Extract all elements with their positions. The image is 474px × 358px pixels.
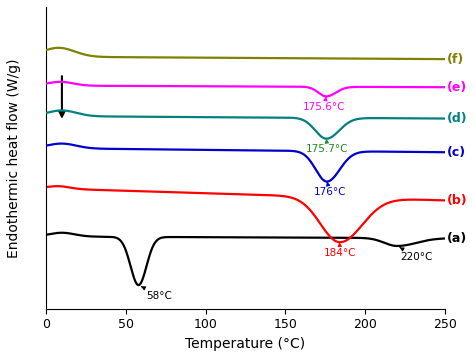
Text: 176°C: 176°C <box>314 182 346 197</box>
Text: (f): (f) <box>447 53 464 66</box>
Text: 220°C: 220°C <box>400 248 433 262</box>
Text: 58°C: 58°C <box>142 287 173 301</box>
Text: (e): (e) <box>447 81 467 94</box>
Text: (d): (d) <box>447 112 467 125</box>
Text: (b): (b) <box>447 194 467 207</box>
Y-axis label: Endothermic heat flow (W/g): Endothermic heat flow (W/g) <box>7 58 21 258</box>
Text: 184°C: 184°C <box>324 242 356 258</box>
X-axis label: Temperature (°C): Temperature (°C) <box>185 337 306 351</box>
Text: (c): (c) <box>447 146 465 159</box>
Text: 175.6°C: 175.6°C <box>303 97 346 112</box>
Text: 175.7°C: 175.7°C <box>306 139 348 154</box>
Text: (a): (a) <box>447 232 467 245</box>
